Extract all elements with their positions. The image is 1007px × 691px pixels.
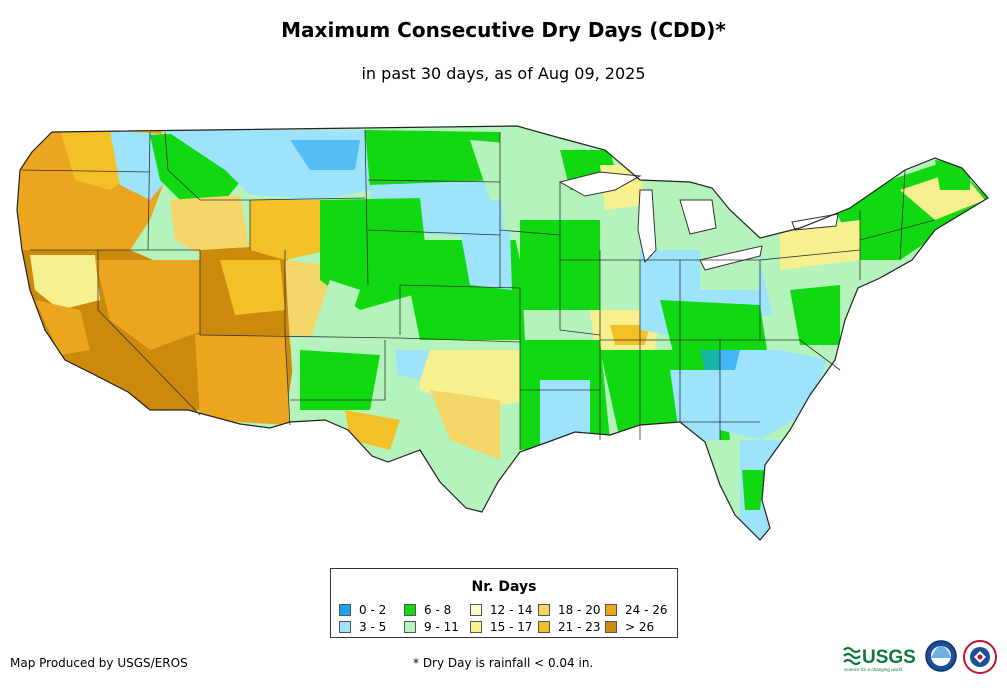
legend-swatch (538, 604, 550, 616)
legend-label: > 26 (625, 620, 655, 634)
us-map-graphic (16, 125, 989, 541)
map-subtitle: in past 30 days, as of Aug 09, 2025 (361, 64, 646, 83)
legend-item: 12 - 14 (470, 603, 533, 617)
legend-item: 24 - 26 (605, 603, 668, 617)
nws-logo (963, 640, 997, 674)
legend-swatch (470, 604, 482, 616)
legend-label: 6 - 8 (424, 603, 452, 617)
map-title: Maximum Consecutive Dry Days (CDD)* (281, 18, 726, 42)
legend-item: 3 - 5 (339, 620, 386, 634)
legend-swatch (605, 604, 617, 616)
usgs-tagline: science for a changing world (844, 667, 903, 672)
state-borders (21, 129, 936, 450)
lake-huron (679, 199, 717, 235)
legend-label: 3 - 5 (359, 620, 387, 634)
legend-label: 0 - 2 (359, 603, 387, 617)
legend-label: 9 - 11 (424, 620, 459, 634)
cdd-map (0, 110, 1007, 550)
legend-item: 0 - 2 (339, 603, 386, 617)
legend-item: 6 - 8 (404, 603, 451, 617)
footnote: * Dry Day is rainfall < 0.04 in. (413, 656, 594, 670)
legend: Nr. Days 0 - 2 3 - 5 6 - 8 9 - 11 12 - 1… (330, 568, 678, 638)
legend-swatch (339, 621, 351, 633)
legend-label: 15 - 17 (490, 620, 533, 634)
legend-swatch (538, 621, 550, 633)
legend-swatch (404, 604, 416, 616)
legend-label: 12 - 14 (490, 603, 533, 617)
legend-item: > 26 (605, 620, 654, 634)
legend-item: 15 - 17 (470, 620, 533, 634)
legend-label: 21 - 23 (558, 620, 601, 634)
lake-superior (558, 171, 642, 197)
lake-erie (699, 245, 763, 271)
legend-swatch (605, 621, 617, 633)
legend-title: Nr. Days (471, 579, 537, 595)
legend-item: 9 - 11 (404, 620, 459, 634)
agency-logos: USGS science for a changing world (842, 638, 1002, 684)
legend-item: 18 - 20 (538, 603, 601, 617)
logo-graphics: USGS science for a changing world (843, 640, 997, 674)
legend-label: 24 - 26 (625, 603, 668, 617)
legend-item: 21 - 23 (538, 620, 601, 634)
map-credit: Map Produced by USGS/EROS (10, 656, 188, 670)
legend-swatch (339, 604, 351, 616)
legend-swatch (470, 621, 482, 633)
usgs-logo: USGS science for a changing world (843, 646, 916, 672)
usgs-wordmark: USGS (862, 647, 916, 668)
legend-label: 18 - 20 (558, 603, 601, 617)
us-outline (16, 125, 989, 541)
lake-michigan (637, 189, 657, 264)
noaa-logo (925, 640, 957, 672)
legend-swatch (404, 621, 416, 633)
